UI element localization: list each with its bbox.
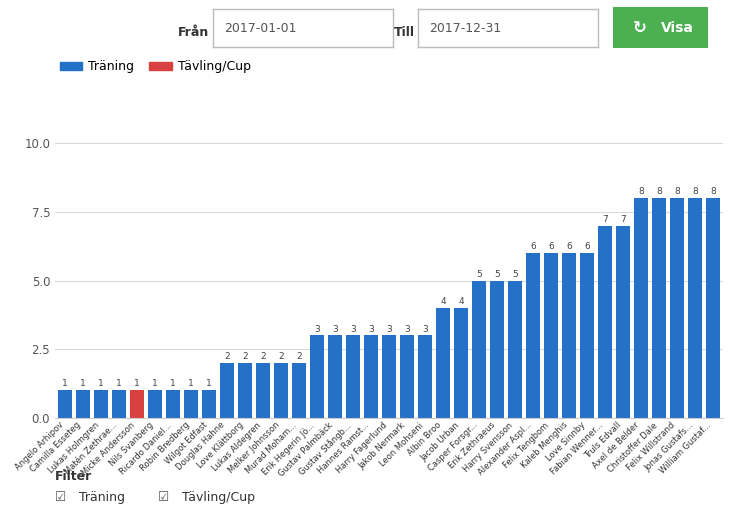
Bar [562,253,575,418]
Bar [509,281,522,418]
Text: 6: 6 [530,242,536,251]
Bar [58,390,72,418]
Text: 1: 1 [188,379,194,388]
Text: 2017-12-31: 2017-12-31 [429,21,501,35]
Text: 8: 8 [675,187,680,196]
Text: 3: 3 [422,324,428,334]
Bar [706,198,720,418]
Text: Visa: Visa [661,21,694,34]
Bar [400,335,414,418]
Text: Träning: Träning [79,490,126,504]
Bar [364,335,378,418]
Text: 4: 4 [440,297,446,306]
Bar [598,226,612,418]
Text: ↻: ↻ [633,19,647,36]
Bar [418,335,432,418]
Bar [688,198,702,418]
Bar [166,390,180,418]
Text: 1: 1 [134,379,140,388]
Text: 5: 5 [476,270,482,279]
Text: 4: 4 [458,297,464,306]
Text: 6: 6 [584,242,590,251]
Bar [472,281,486,418]
Bar [634,198,648,418]
Text: 5: 5 [512,270,518,279]
Text: 6: 6 [548,242,554,251]
Text: Till: Till [393,25,415,39]
Bar [94,390,108,418]
Text: 1: 1 [152,379,158,388]
Bar [670,198,684,418]
Text: 7: 7 [602,215,608,224]
Text: Från: Från [178,25,209,39]
Bar [239,363,252,418]
Bar [184,390,197,418]
Bar [148,390,161,418]
Bar [617,226,630,418]
Bar [382,335,396,418]
Text: 3: 3 [350,324,356,334]
Text: ☑: ☑ [55,490,66,504]
Bar [454,308,468,418]
Bar [256,363,270,418]
Bar [275,363,288,418]
Text: 8: 8 [638,187,644,196]
Text: 2017-01-01: 2017-01-01 [224,21,296,35]
Text: 3: 3 [404,324,410,334]
Text: 3: 3 [368,324,374,334]
Bar [130,390,144,418]
Text: Filter: Filter [55,470,92,483]
Text: 1: 1 [62,379,68,388]
Text: 3: 3 [386,324,392,334]
Text: 1: 1 [206,379,212,388]
Bar [292,363,306,418]
Legend: Träning, Tävling/Cup: Träning, Tävling/Cup [54,56,256,78]
Bar [436,308,450,418]
Text: 3: 3 [314,324,320,334]
Text: 2: 2 [297,352,302,361]
Bar [346,335,360,418]
Text: 8: 8 [692,187,698,196]
Text: 2: 2 [242,352,248,361]
Bar [328,335,342,418]
Text: 3: 3 [332,324,338,334]
Text: 1: 1 [98,379,103,388]
Bar [220,363,233,418]
Text: 1: 1 [170,379,176,388]
Bar [310,335,324,418]
Bar [526,253,539,418]
Text: ☑: ☑ [158,490,169,504]
Text: 6: 6 [566,242,572,251]
Text: 2: 2 [260,352,266,361]
Text: 2: 2 [224,352,230,361]
Bar [581,253,594,418]
Bar [76,390,90,418]
Text: 8: 8 [711,187,716,196]
Text: 1: 1 [80,379,86,388]
Bar [203,390,216,418]
Bar [545,253,558,418]
Text: 2: 2 [278,352,284,361]
Text: 8: 8 [656,187,662,196]
Bar [653,198,666,418]
Bar [490,281,504,418]
Text: 1: 1 [116,379,122,388]
Text: 7: 7 [620,215,626,224]
Text: Tävling/Cup: Tävling/Cup [182,490,255,504]
Bar [112,390,126,418]
Text: 5: 5 [494,270,500,279]
